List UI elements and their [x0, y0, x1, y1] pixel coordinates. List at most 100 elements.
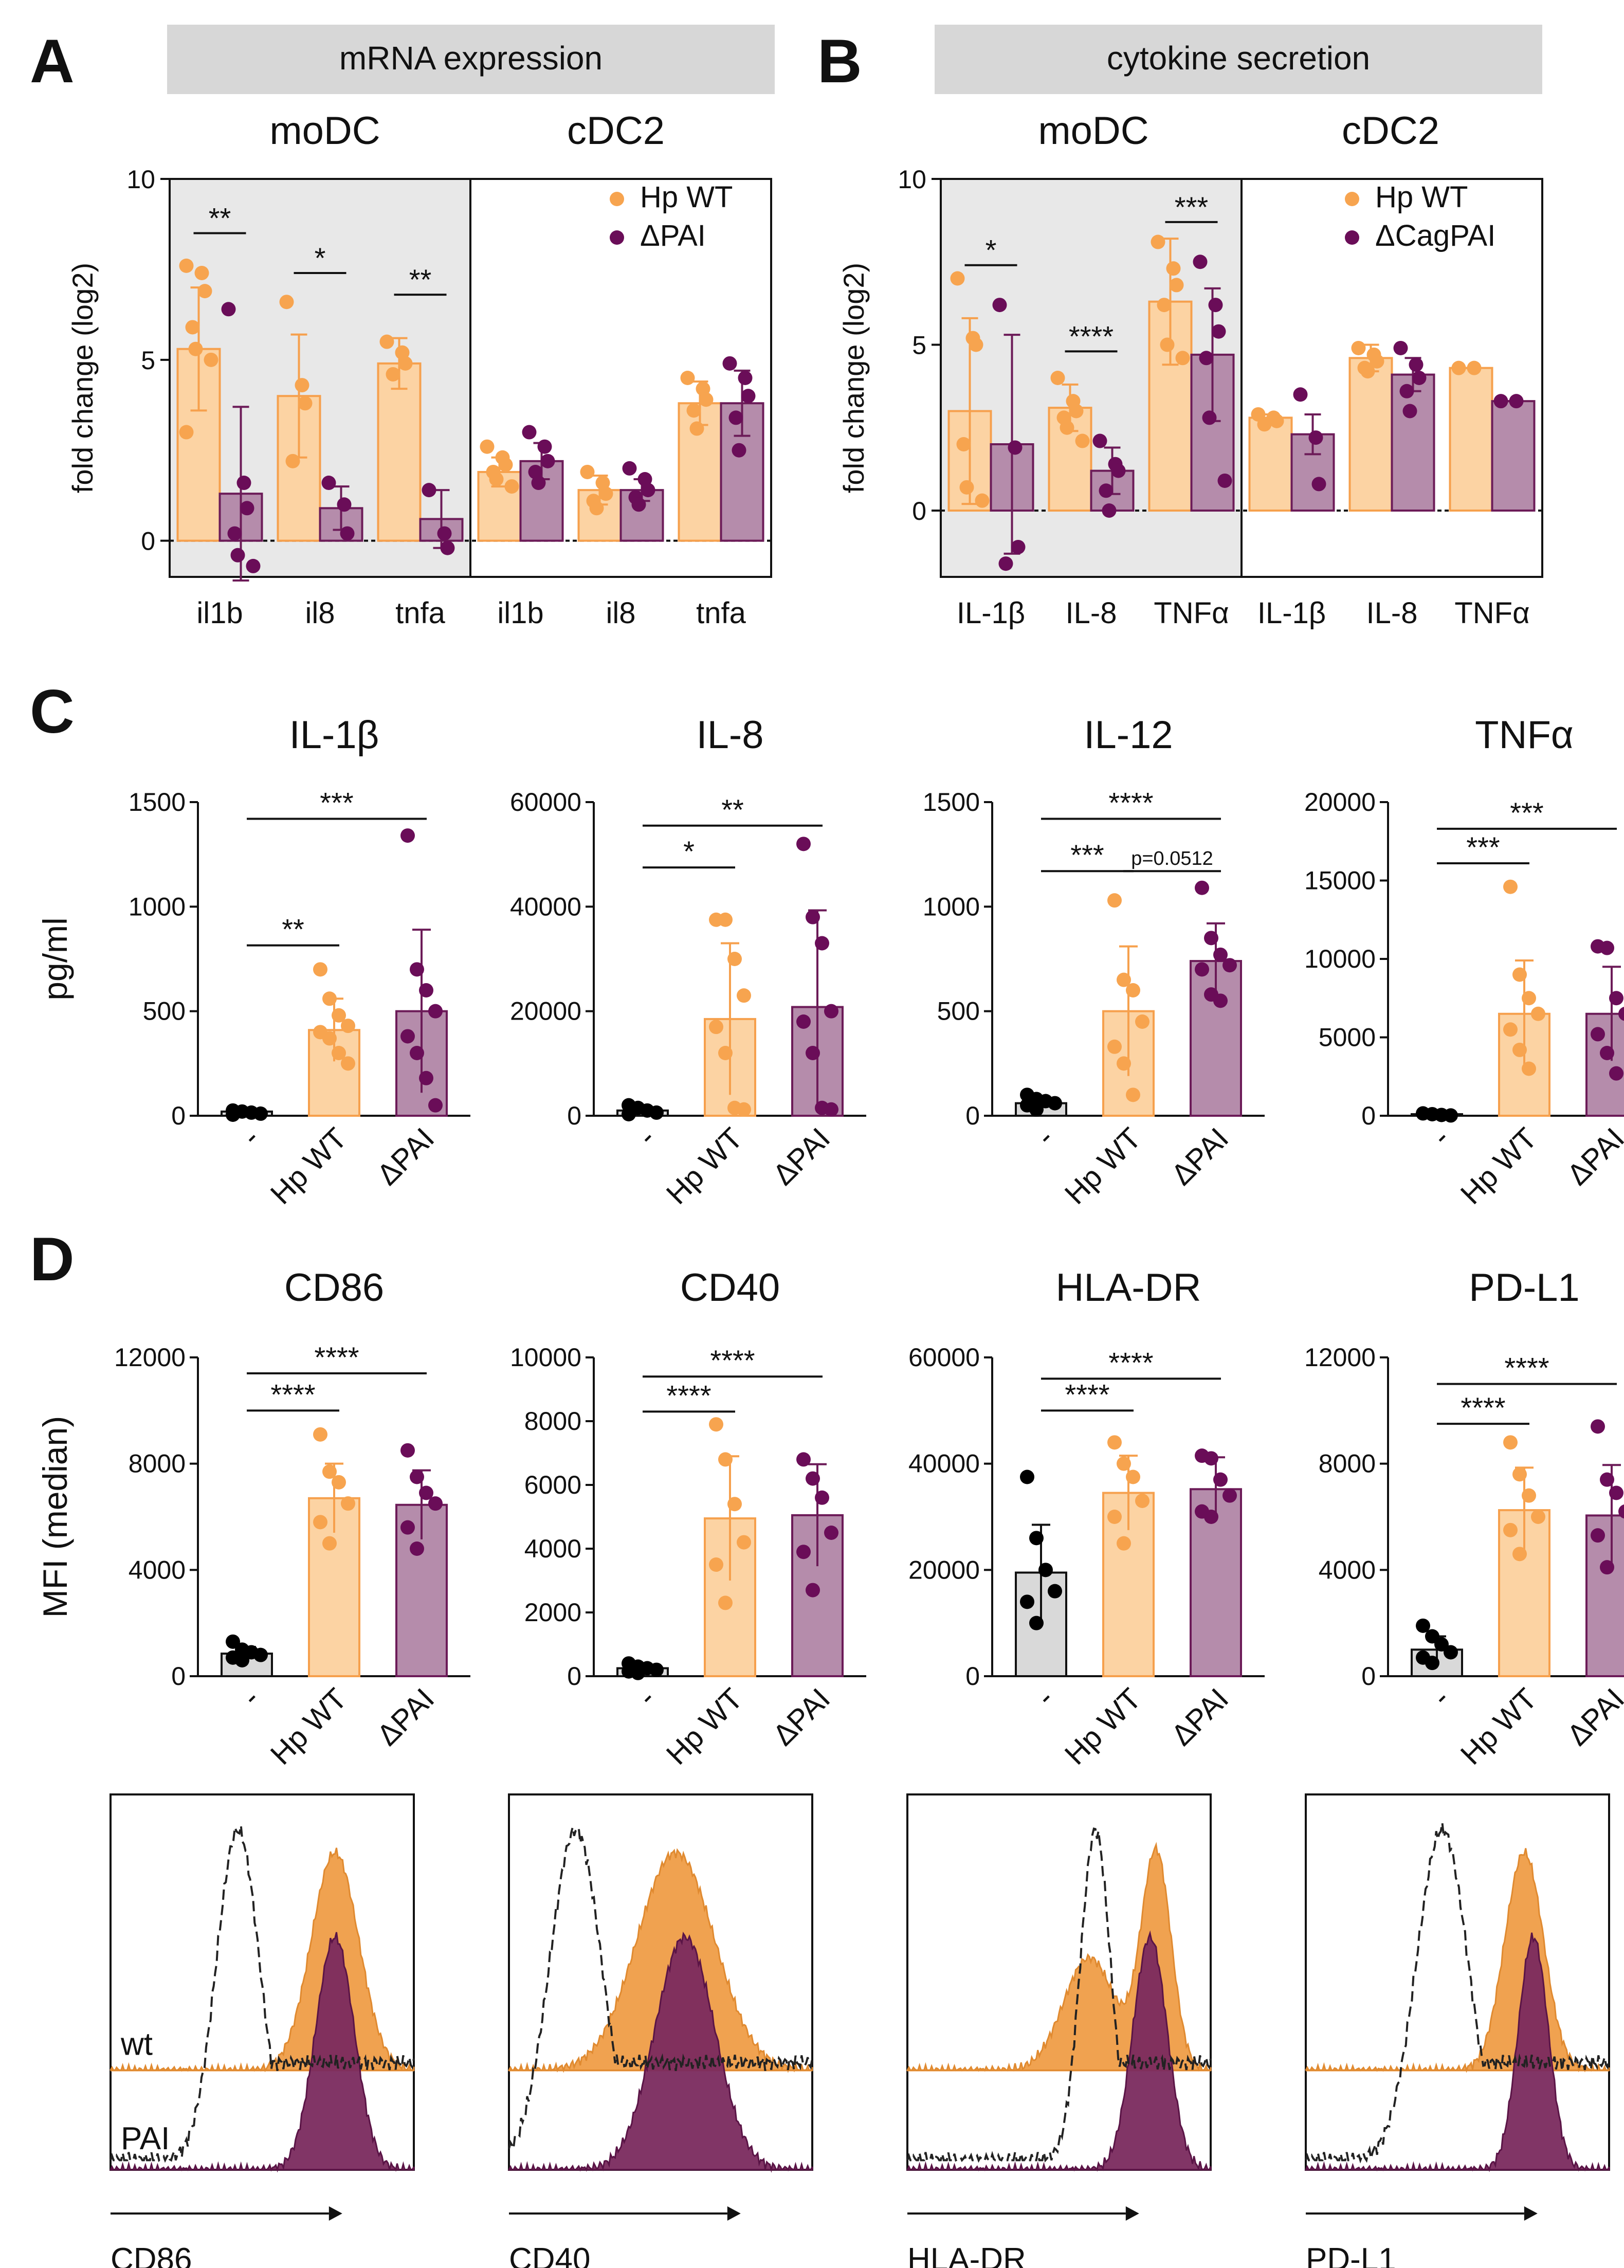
data-point-C3: [1107, 893, 1122, 908]
data-point-D1: [235, 1653, 249, 1667]
data-point-C1: [332, 1046, 346, 1060]
data-point-B: [1409, 357, 1424, 372]
data-point-C1: [410, 962, 424, 977]
data-point-D4: [1512, 1547, 1527, 1562]
data-point-A: [386, 367, 400, 382]
data-point-C3: [1204, 931, 1218, 946]
data-point-D3: [1204, 1510, 1218, 1524]
bracket-label-C2: **: [721, 793, 744, 826]
data-point-A: [398, 356, 413, 371]
chart-title-C4: TNFα: [1475, 713, 1574, 757]
category-label-A: il8: [305, 596, 335, 630]
data-point-C1: [313, 962, 327, 977]
legend-marker-A: [610, 230, 624, 245]
data-point-D1: [410, 1541, 424, 1556]
data-point-B: [1157, 298, 1172, 313]
data-point-B: [1199, 351, 1214, 366]
data-point-C3: [1222, 958, 1237, 973]
category-label-C4: ΔPAI: [1561, 1121, 1624, 1191]
data-point-A: [522, 425, 537, 440]
bar-B-1-4: [1391, 373, 1435, 512]
y-tick-label-D2: 2000: [524, 1598, 581, 1627]
data-point-D1: [322, 1536, 337, 1551]
category-label-D4: -: [1426, 1682, 1456, 1713]
category-label-A: tnfa: [395, 596, 445, 630]
data-point-C3: [1048, 1096, 1062, 1111]
banner-a: [167, 25, 775, 94]
data-point-C4: [1600, 1046, 1614, 1060]
data-point-B: [1060, 420, 1074, 435]
y-tick-label-D1: 8000: [129, 1449, 186, 1478]
data-point-A: [179, 425, 194, 440]
data-point-C1: [253, 1106, 268, 1121]
y-tick-label-C2: 40000: [510, 892, 581, 921]
bar-B-1-5: [1491, 400, 1536, 512]
data-point-A: [728, 410, 743, 425]
y-tick-label-D2: 10000: [510, 1343, 581, 1372]
y-tick-label-C4: 15000: [1304, 866, 1376, 895]
data-point-A: [279, 295, 294, 310]
chart-title-C3: IL-12: [1084, 713, 1173, 757]
bracket-label-C4: ***: [1466, 831, 1500, 863]
data-point-D2: [718, 1452, 733, 1467]
data-point-B: [1217, 473, 1232, 488]
data-point-A: [204, 352, 218, 367]
bracket-label-C4: ***: [1510, 796, 1543, 829]
data-point-C2: [806, 1046, 820, 1060]
data-point-A: [185, 320, 200, 335]
data-point-A: [741, 389, 756, 404]
data-point-A: [395, 345, 410, 360]
category-label-D3: -: [1030, 1682, 1061, 1713]
group-moDC-a: moDC: [269, 109, 380, 153]
data-point-D2: [727, 1497, 742, 1512]
hist-unstim-H4: [1305, 1822, 1610, 2164]
data-point-C3: [1117, 1056, 1131, 1071]
bracket-label-D1: ****: [270, 1378, 315, 1410]
data-point-B: [1211, 324, 1226, 339]
data-point-C1: [428, 1004, 443, 1019]
charts-layer: 0 5 10 fold change (log2) il1b il8 tnfa il1b il8…: [36, 165, 1624, 2268]
data-point-C1: [419, 1071, 433, 1085]
data-point-D1: [410, 1469, 424, 1484]
data-point-A: [337, 497, 352, 512]
data-point-D2: [718, 1595, 733, 1610]
hist-xlabel-H4: PD-L1: [1306, 2242, 1396, 2268]
data-point-D2: [796, 1545, 811, 1559]
y-tick-label-D4: 0: [1361, 1662, 1376, 1691]
data-point-B: [1360, 364, 1375, 379]
y-tick-label-D1: 4000: [129, 1555, 186, 1584]
data-point-B: [1412, 371, 1427, 385]
data-point-B: [1451, 360, 1466, 375]
bar-B-0-3: [1248, 416, 1293, 512]
banner-b-label: cytokine secretion: [1107, 40, 1370, 77]
bracket-label-D1: ****: [314, 1341, 359, 1373]
chart-H2: CD40: [507, 1793, 813, 2268]
data-point-B: [1102, 503, 1117, 518]
data-point-A: [298, 396, 313, 411]
data-point-D4: [1503, 1435, 1518, 1450]
data-point-D3: [1029, 1531, 1044, 1546]
y-tick-label-B: 5: [912, 331, 926, 360]
data-point-C4: [1609, 1066, 1623, 1081]
data-point-D4: [1425, 1656, 1439, 1671]
data-point-A: [188, 341, 203, 356]
data-point-A: [240, 501, 254, 516]
hist-wt-H4: [1305, 1848, 1610, 2073]
y-tick-label-D1: 12000: [114, 1343, 186, 1372]
bracket-label-C2: *: [683, 835, 695, 867]
data-point-A: [437, 526, 452, 541]
chart-C3: 0 500 1000 1500 IL-12 -Hp WT ΔPAI *** p=0.0512 **…: [923, 713, 1265, 1211]
data-point-D1: [313, 1515, 327, 1530]
y-axis-label-B: fold change (log2): [837, 263, 870, 493]
data-point-D3: [1222, 1488, 1237, 1503]
category-label-C4: Hp WT: [1454, 1121, 1544, 1211]
data-point-D4: [1600, 1560, 1614, 1575]
data-point-C4: [1503, 1022, 1518, 1037]
data-point-C4: [1512, 1042, 1527, 1057]
data-point-D2: [815, 1490, 829, 1505]
significance-label-B: ****: [1069, 320, 1114, 352]
data-point-D4: [1618, 1504, 1624, 1519]
category-label-D1: ΔPAI: [371, 1682, 441, 1752]
